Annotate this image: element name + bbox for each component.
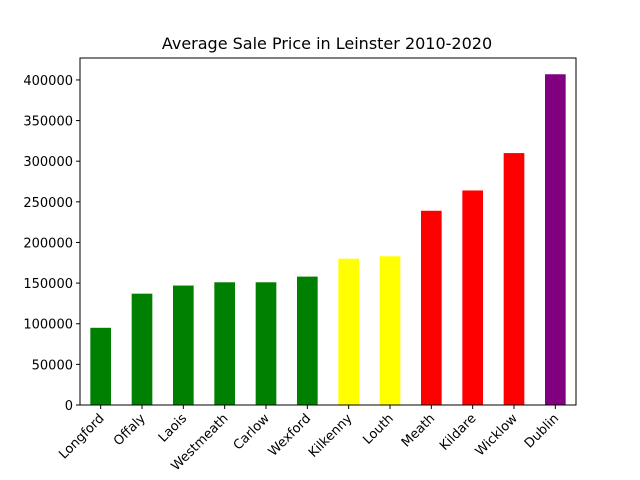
y-axis: 0 50000 100000 150000 200000 250000 300000 3500… <box>23 74 80 414</box>
x-tick-label: Meath <box>399 411 438 450</box>
y-tick-label: 50000 <box>32 358 73 373</box>
y-tick-label: 100000 <box>23 318 73 333</box>
y-tick-label: 300000 <box>23 155 73 170</box>
bars-group <box>90 74 566 405</box>
bar-meath <box>421 210 442 405</box>
bar-kildare <box>462 190 483 405</box>
y-tick-label: 400000 <box>23 74 73 89</box>
bar-carlow <box>255 282 277 405</box>
bar-offaly <box>131 293 153 405</box>
bar-westmeath <box>214 282 235 405</box>
plot-frame <box>79 57 577 406</box>
bar-laois <box>173 285 194 405</box>
y-tick-label: 0 <box>65 399 73 414</box>
x-tick-label: Kilkenny <box>306 411 356 461</box>
chart-title: Average Sale Price in Leinster 2010-2020 <box>162 34 492 53</box>
y-tick-label: 150000 <box>23 277 73 292</box>
bar-longford <box>90 327 111 405</box>
bar-dublin <box>545 74 566 405</box>
x-tick-label: Louth <box>360 411 396 447</box>
x-tick-label: Dublin <box>522 411 562 451</box>
y-tick-label: 200000 <box>23 236 73 251</box>
bar-wicklow <box>503 153 525 405</box>
x-tick-label: Laois <box>156 411 190 445</box>
y-tick-label: 350000 <box>23 115 73 130</box>
y-tick-label: 250000 <box>23 196 73 211</box>
x-tick-label: Wicklow <box>473 411 521 459</box>
x-tick-label: Longford <box>56 411 107 462</box>
bar-wexford <box>297 276 318 405</box>
bar-kilkenny <box>338 258 359 405</box>
x-tick-label: Offaly <box>111 411 149 449</box>
bar-louth <box>379 256 401 405</box>
